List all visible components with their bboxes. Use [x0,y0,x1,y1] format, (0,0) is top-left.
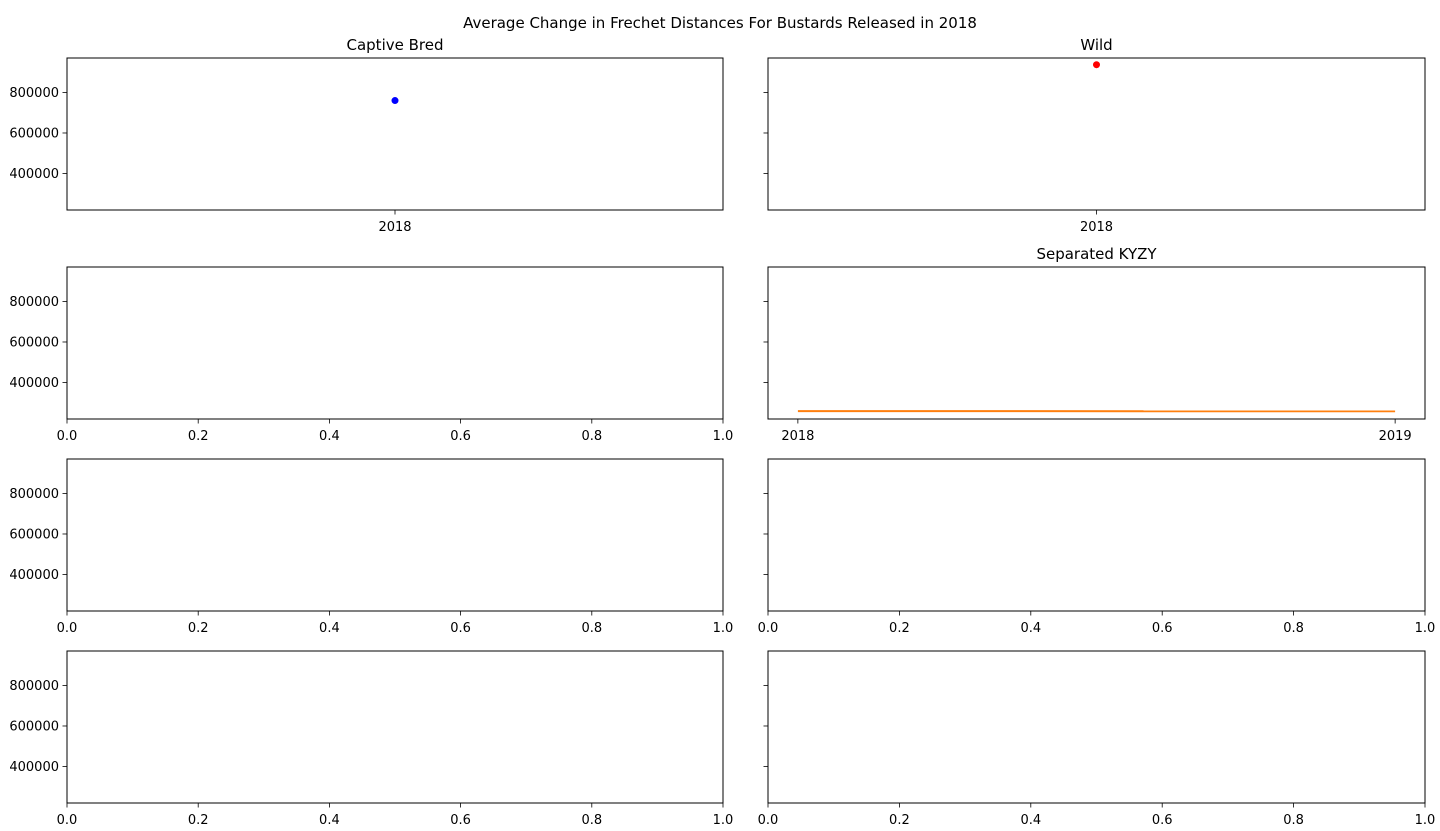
subplot-2: Wild 2018 [763,36,1426,235]
subplot-6: 0.0 0.2 0.4 0.6 0.8 1.0 [758,458,1436,636]
x-tick-label: 0.2 [188,621,209,636]
y-tick-label: 400000 [9,568,59,583]
x-tick-label: 0.2 [889,813,910,828]
x-tick-label: 1.0 [1415,813,1436,828]
x-tick-label: 0.6 [1152,621,1173,636]
x-tick-label: 0.4 [319,813,340,828]
x-tick-label: 0.2 [889,621,910,636]
axes-frame [66,266,724,420]
subplot-1: Captive Bred 400000 600000 800000 2018 [9,36,724,235]
x-tick-label: 0.0 [57,429,78,444]
x-tick-label: 0.8 [1283,813,1304,828]
x-tick-label: 2019 [1379,429,1412,444]
x-tick-label: 2018 [781,429,814,444]
subplot-8: 0.0 0.2 0.4 0.6 0.8 1.0 [758,650,1436,828]
axes-frame [66,458,724,612]
x-tick-label: 0.6 [450,813,471,828]
x-tick-label: 0.6 [450,621,471,636]
x-tick-label: 0.2 [188,813,209,828]
axes-frame [767,57,1426,211]
x-tick-label: 1.0 [713,429,734,444]
x-tick-label: 0.0 [57,813,78,828]
y-tick-label: 600000 [9,719,59,734]
x-tick-label: 2018 [1080,220,1113,235]
x-tick-label: 0.0 [57,621,78,636]
x-tick-label: 0.8 [581,429,602,444]
y-tick-label: 800000 [9,679,59,694]
axes-frame [767,458,1426,612]
axes-frame [767,266,1426,420]
y-tick-label: 800000 [9,295,59,310]
subplot-5: 400000 600000 800000 0.0 0.2 0.4 0.6 0.8 1.0 [9,458,734,636]
x-tick-label: 2018 [378,220,411,235]
y-tick-label: 800000 [9,86,59,101]
y-tick-label: 600000 [9,126,59,141]
x-tick-label: 0.4 [1020,621,1041,636]
x-tick-label: 0.8 [581,813,602,828]
x-tick-label: 1.0 [1415,621,1436,636]
x-tick-label: 0.8 [1283,621,1304,636]
data-point [1093,61,1100,69]
subplot-3: 400000 600000 800000 0.0 0.2 0.4 0.6 0.8 1.0 [9,266,734,444]
subplot-title: Wild [1080,36,1112,54]
axes-frame [66,650,724,804]
x-tick-label: 0.2 [188,429,209,444]
x-tick-label: 0.0 [758,621,779,636]
figure-title: Average Change in Frechet Distances For … [463,14,977,32]
x-tick-label: 1.0 [713,621,734,636]
subplot-7: 400000 600000 800000 0.0 0.2 0.4 0.6 0.8 1.0 [9,650,734,828]
subplot-4: Separated KYZY 2018 2019 [763,245,1426,444]
x-tick-label: 0.4 [319,621,340,636]
x-tick-label: 1.0 [713,813,734,828]
subplot-title: Captive Bred [347,36,444,54]
x-tick-label: 0.8 [581,621,602,636]
x-tick-label: 0.4 [1020,813,1041,828]
subplot-title: Separated KYZY [1036,245,1157,263]
y-tick-label: 400000 [9,760,59,775]
data-point [391,97,399,105]
axes-frame [767,650,1426,804]
axes-frame [66,57,724,211]
x-tick-label: 0.4 [319,429,340,444]
x-tick-label: 0.0 [758,813,779,828]
y-tick-label: 400000 [9,376,59,391]
subplot-grid: Captive Bred 400000 600000 800000 2018 Wild 20… [9,36,1435,828]
x-tick-label: 0.6 [450,429,471,444]
y-tick-label: 800000 [9,487,59,502]
y-tick-label: 400000 [9,167,59,182]
y-tick-label: 600000 [9,527,59,542]
x-tick-label: 0.6 [1152,813,1173,828]
y-tick-label: 600000 [9,335,59,350]
